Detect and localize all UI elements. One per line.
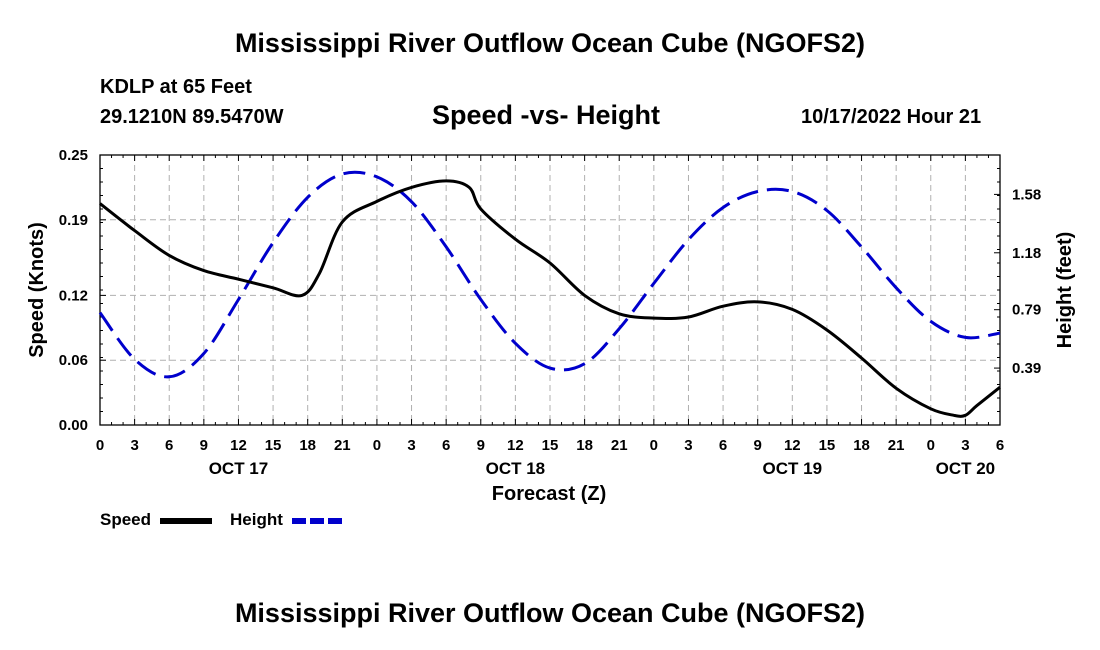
x-tick-label: 21 [334, 437, 351, 454]
legend-height-label: Height [230, 510, 283, 529]
x-tick-label: 15 [265, 437, 282, 454]
tick-layer: 0 3 6 9 12 15 18 21 0 3 6 9 12 15 18 21 0 3 6 9 12 15 18 21 0 3 6O… [59, 147, 1041, 478]
station-label: KDLP at 65 Feet [100, 76, 252, 98]
legend-speed-label: Speed [100, 510, 151, 529]
y-tick-label: 0.12 [59, 287, 88, 304]
y-tick-label-right: 0.79 [1012, 302, 1041, 319]
x-tick-label: 9 [200, 437, 208, 454]
coordinates-label: 29.1210N 89.5470W [100, 106, 284, 128]
x-tick-label: 0 [373, 437, 381, 454]
x-tick-label: 18 [853, 437, 870, 454]
x-tick-label: 12 [507, 437, 524, 454]
x-tick-label: 0 [96, 437, 104, 454]
x-tick-label: 0 [927, 437, 935, 454]
y-tick-label-right: 1.58 [1012, 186, 1041, 203]
x-tick-label: 3 [961, 437, 969, 454]
y-tick-label-right: 0.39 [1012, 360, 1041, 377]
x-tick-label: 9 [477, 437, 485, 454]
y-tick-label: 0.00 [59, 417, 88, 434]
x-tick-label: 3 [130, 437, 138, 454]
x-tick-label: 6 [442, 437, 450, 454]
x-tick-label: 3 [684, 437, 692, 454]
x-tick-label: 0 [650, 437, 658, 454]
y-tick-label: 0.19 [59, 212, 88, 229]
x-tick-label: 12 [784, 437, 801, 454]
speed-series-line [99, 179, 1001, 418]
chart-subtitle: Speed -vs- Height [432, 100, 661, 130]
x-tick-label: 6 [719, 437, 727, 454]
x-tick-label: 6 [165, 437, 173, 454]
x-tick-label: 3 [407, 437, 415, 454]
x-tick-label: 9 [754, 437, 762, 454]
grid-layer [100, 155, 1000, 425]
x-tick-label: 6 [996, 437, 1004, 454]
x-axis-label: Forecast (Z) [492, 483, 606, 505]
day-label: OCT 17 [209, 459, 269, 478]
x-tick-label: 15 [542, 437, 559, 454]
y-axis-label-right: Height (feet) [1054, 232, 1076, 349]
footer-chart-title: Mississippi River Outflow Ocean Cube (NG… [234, 598, 866, 628]
forecast-datetime: 10/17/2022 Hour 21 [801, 106, 982, 128]
x-tick-label: 12 [230, 437, 247, 454]
y-tick-label: 0.25 [59, 147, 88, 164]
x-tick-label: 18 [576, 437, 593, 454]
day-label: OCT 20 [936, 459, 996, 478]
y-tick-label: 0.06 [59, 352, 88, 369]
y-axis-label-left: Speed (Knots) [26, 222, 48, 358]
day-label: OCT 18 [486, 459, 546, 478]
height-series-line [98, 170, 1001, 379]
legend: Speed Height [100, 510, 342, 529]
series-layer [98, 170, 1001, 418]
x-tick-label: 21 [888, 437, 905, 454]
x-tick-label: 21 [611, 437, 628, 454]
x-tick-label: 15 [819, 437, 836, 454]
x-tick-label: 18 [299, 437, 316, 454]
day-label: OCT 19 [763, 459, 823, 478]
y-tick-label-right: 1.18 [1012, 245, 1041, 262]
chart-title: Mississippi River Outflow Ocean Cube (NG… [234, 28, 866, 58]
